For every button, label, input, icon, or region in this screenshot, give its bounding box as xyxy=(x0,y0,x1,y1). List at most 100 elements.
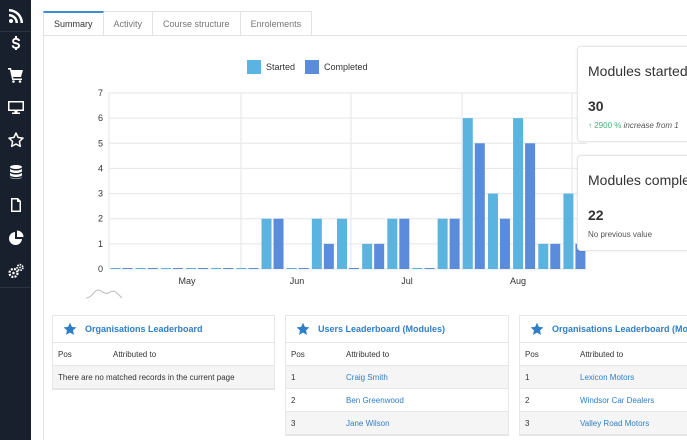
modules-started-card: Modules started 30 ↑ 2900 % increase fro… xyxy=(577,46,687,142)
bar-started xyxy=(160,268,171,269)
card-title: Modules started xyxy=(588,63,687,79)
bar-started xyxy=(236,268,247,269)
col-attributed-to[interactable]: Attributed to xyxy=(113,349,157,359)
bar-started xyxy=(286,268,297,269)
bar-started xyxy=(110,268,121,269)
x-tick-label: Jul xyxy=(401,276,413,286)
legend-item-completed[interactable]: Completed xyxy=(305,60,368,74)
database-icon[interactable] xyxy=(0,156,31,188)
organisations-leaderboard: Organisations Leaderboard Pos Attributed… xyxy=(52,315,275,390)
bar-completed xyxy=(298,268,309,269)
bar-completed xyxy=(323,243,334,269)
row-pos: 2 xyxy=(525,395,530,405)
bar-started xyxy=(135,268,146,269)
cogs-icon[interactable] xyxy=(0,255,31,287)
document-icon[interactable] xyxy=(0,189,31,221)
card-value: 30 xyxy=(588,98,604,114)
rss-icon[interactable] xyxy=(0,0,31,32)
bar-started xyxy=(412,268,423,269)
monitor-icon[interactable] xyxy=(0,91,31,123)
table-header: Pos Attributed to xyxy=(520,343,687,366)
chart-legend: Started Completed xyxy=(247,60,368,74)
card-change: No previous value xyxy=(588,230,653,239)
col-pos[interactable]: Pos xyxy=(291,349,305,359)
bar-started xyxy=(186,268,197,269)
bar-started xyxy=(487,193,498,269)
dollar-icon[interactable] xyxy=(0,27,31,59)
bar-chart: 0 1 2 3 4 5 6 7 May Jun Jul Aug xyxy=(85,88,587,299)
row-pos: 3 xyxy=(291,418,296,428)
bar-completed xyxy=(525,143,536,269)
change-text: increase from 1 xyxy=(623,121,679,130)
card-value: 22 xyxy=(588,207,604,223)
bar-completed xyxy=(399,218,410,269)
y-tick-label: 6 xyxy=(98,113,103,123)
bar-completed xyxy=(449,218,460,269)
x-tick-label: May xyxy=(178,276,196,286)
row-pos: 3 xyxy=(525,418,530,428)
bar-completed xyxy=(198,268,209,269)
legend-item-started[interactable]: Started xyxy=(247,60,295,74)
bar-started xyxy=(311,218,322,269)
bar-completed xyxy=(499,218,510,269)
star-icon xyxy=(63,322,77,335)
y-tick-label: 2 xyxy=(98,214,103,224)
tab-activity[interactable]: Activity xyxy=(103,11,154,36)
bar-started xyxy=(462,118,473,269)
tab-course-structure[interactable]: Course structure xyxy=(153,11,241,36)
legend-swatch-started xyxy=(247,60,261,74)
organisation-link[interactable]: Valley Road Motors xyxy=(580,418,650,428)
row-pos: 2 xyxy=(291,395,296,405)
table-row: 1 Craig Smith xyxy=(286,366,508,389)
table-row: 3 Valley Road Motors xyxy=(520,412,687,435)
user-link[interactable]: Ben Greenwood xyxy=(346,395,404,405)
y-tick-label: 5 xyxy=(98,138,103,148)
legend-swatch-completed xyxy=(305,60,320,74)
bar-completed xyxy=(172,268,183,269)
x-tick-label: Aug xyxy=(510,276,526,286)
bar-completed xyxy=(349,268,359,269)
bar-started xyxy=(538,243,549,269)
user-link[interactable]: Craig Smith xyxy=(346,372,388,382)
cart-icon[interactable] xyxy=(0,59,31,91)
tab-summary[interactable]: Summary xyxy=(43,11,104,36)
legend-label-completed: Completed xyxy=(324,62,368,72)
tab-enrolements[interactable]: Enrolements xyxy=(240,11,313,36)
x-tick-label: Jun xyxy=(290,276,305,286)
col-pos[interactable]: Pos xyxy=(58,349,72,359)
main-content: Summary Activity Course structure Enrole… xyxy=(31,0,687,440)
organisation-link[interactable]: Windsor Car Dealers xyxy=(580,395,655,405)
col-pos[interactable]: Pos xyxy=(525,349,539,359)
panel-title: Organisations Leaderboard xyxy=(85,324,203,334)
bar-started xyxy=(513,118,524,269)
star-icon xyxy=(296,322,310,335)
table-row: 2 Ben Greenwood xyxy=(286,389,508,412)
bar-completed xyxy=(147,268,158,269)
bar-started xyxy=(261,218,272,269)
table-row: 2 Windsor Car Dealers xyxy=(520,389,687,412)
pie-chart-icon[interactable] xyxy=(0,222,31,254)
table-row: 3 Jane Wilson xyxy=(286,412,508,435)
bar-started xyxy=(563,193,574,269)
organisation-link[interactable]: Lexicon Motors xyxy=(580,372,635,382)
table-row: 1 Lexicon Motors xyxy=(520,366,687,389)
star-icon xyxy=(530,322,544,335)
bar-completed xyxy=(550,243,561,269)
table-header: Pos Attributed to xyxy=(286,343,508,366)
table-header: Pos Attributed to xyxy=(53,343,274,366)
bar-completed xyxy=(223,268,234,269)
legend-label-started: Started xyxy=(266,62,296,72)
row-pos: 1 xyxy=(525,372,530,382)
col-attributed-to[interactable]: Attributed to xyxy=(346,349,390,359)
y-tick-label: 4 xyxy=(98,163,103,173)
change-percent: 2900 % xyxy=(594,121,622,130)
bar-completed xyxy=(248,268,259,269)
y-tick-label: 3 xyxy=(98,189,103,199)
star-icon[interactable] xyxy=(0,124,31,156)
col-attributed-to[interactable]: Attributed to xyxy=(580,349,624,359)
user-link[interactable]: Jane Wilson xyxy=(346,418,390,428)
card-title: Modules completed xyxy=(588,172,687,188)
bar-completed xyxy=(424,268,435,269)
sidebar xyxy=(0,0,31,440)
row-pos: 1 xyxy=(291,372,296,382)
